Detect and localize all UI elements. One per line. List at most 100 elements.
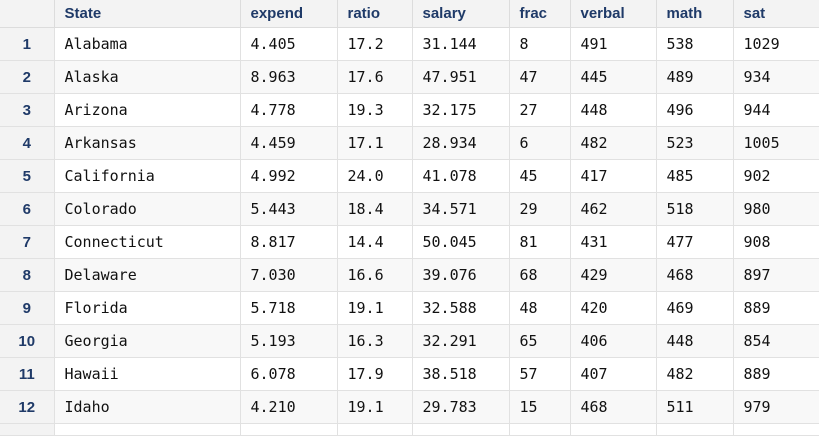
cell-verbal[interactable]: 462 — [570, 192, 657, 226]
cell-salary[interactable]: 50.045 — [412, 225, 510, 259]
cell-state[interactable]: Arkansas — [54, 126, 241, 160]
cell-math[interactable]: 496 — [656, 93, 734, 127]
table-row[interactable]: 5 California 4.992 24.0 41.078 45 417 48… — [0, 159, 819, 193]
cell-sat[interactable]: 944 — [733, 93, 819, 127]
cell-frac[interactable]: 47 — [509, 60, 571, 94]
cell-verbal[interactable]: 420 — [570, 291, 657, 325]
cell-math[interactable]: 482 — [656, 357, 734, 391]
cell-frac[interactable]: 8 — [509, 27, 571, 61]
cell-sat[interactable]: 908 — [733, 225, 819, 259]
column-header-ratio[interactable]: ratio — [337, 0, 413, 28]
cell-salary[interactable]: 47.951 — [412, 60, 510, 94]
cell-math[interactable]: 485 — [656, 159, 734, 193]
cell-salary[interactable]: 31.144 — [412, 27, 510, 61]
cell-math[interactable]: 477 — [656, 225, 734, 259]
table-row[interactable]: 9 Florida 5.718 19.1 32.588 48 420 469 8… — [0, 291, 819, 325]
cell-state[interactable]: Florida — [54, 291, 241, 325]
cell-frac[interactable]: 29 — [509, 192, 571, 226]
table-row[interactable]: 6 Colorado 5.443 18.4 34.571 29 462 518 … — [0, 192, 819, 226]
column-header-state[interactable]: State — [54, 0, 241, 28]
cell-ratio[interactable]: 17.6 — [337, 60, 413, 94]
cell-salary[interactable]: 32.588 — [412, 291, 510, 325]
cell-verbal[interactable]: 445 — [570, 60, 657, 94]
cell-state[interactable]: Idaho — [54, 390, 241, 424]
cell-expend[interactable]: 4.992 — [240, 159, 338, 193]
table-row[interactable]: 7 Connecticut 8.817 14.4 50.045 81 431 4… — [0, 225, 819, 259]
table-row[interactable]: 4 Arkansas 4.459 17.1 28.934 6 482 523 1… — [0, 126, 819, 160]
cell-salary[interactable]: 32.291 — [412, 324, 510, 358]
cell-salary[interactable]: 28.934 — [412, 126, 510, 160]
cell-ratio[interactable]: 19.3 — [337, 93, 413, 127]
table-row[interactable]: 1 Alabama 4.405 17.2 31.144 8 491 538 10… — [0, 27, 819, 61]
cell-verbal[interactable]: 407 — [570, 357, 657, 391]
cell-expend[interactable]: 4.459 — [240, 126, 338, 160]
table-row[interactable]: 3 Arizona 4.778 19.3 32.175 27 448 496 9… — [0, 93, 819, 127]
cell-ratio[interactable]: 14.4 — [337, 225, 413, 259]
cell-frac[interactable]: 27 — [509, 93, 571, 127]
cell-verbal[interactable]: 482 — [570, 126, 657, 160]
cell-sat[interactable]: 854 — [733, 324, 819, 358]
cell-sat[interactable]: 902 — [733, 159, 819, 193]
cell-expend[interactable]: 5.193 — [240, 324, 338, 358]
cell-math[interactable]: 523 — [656, 126, 734, 160]
cell-verbal[interactable]: 406 — [570, 324, 657, 358]
cell-state[interactable]: Delaware — [54, 258, 241, 292]
cell-expend[interactable]: 6.078 — [240, 357, 338, 391]
cell-sat[interactable]: 980 — [733, 192, 819, 226]
cell-sat[interactable]: 1005 — [733, 126, 819, 160]
cell-sat[interactable]: 889 — [733, 291, 819, 325]
cell-ratio[interactable]: 16.6 — [337, 258, 413, 292]
cell-verbal[interactable]: 429 — [570, 258, 657, 292]
cell-frac[interactable]: 65 — [509, 324, 571, 358]
cell-verbal[interactable]: 491 — [570, 27, 657, 61]
cell-ratio[interactable]: 17.2 — [337, 27, 413, 61]
cell-frac[interactable]: 57 — [509, 357, 571, 391]
cell-sat[interactable]: 934 — [733, 60, 819, 94]
cell-math[interactable]: 448 — [656, 324, 734, 358]
cell-ratio[interactable]: 17.1 — [337, 126, 413, 160]
table-row[interactable]: 8 Delaware 7.030 16.6 39.076 68 429 468 … — [0, 258, 819, 292]
cell-frac[interactable]: 45 — [509, 159, 571, 193]
cell-ratio[interactable]: 19.1 — [337, 291, 413, 325]
cell-expend[interactable]: 8.817 — [240, 225, 338, 259]
cell-state[interactable]: Alabama — [54, 27, 241, 61]
cell-expend[interactable]: 5.443 — [240, 192, 338, 226]
cell-salary[interactable]: 29.783 — [412, 390, 510, 424]
cell-verbal[interactable]: 468 — [570, 390, 657, 424]
cell-expend[interactable]: 5.718 — [240, 291, 338, 325]
cell-frac[interactable]: 68 — [509, 258, 571, 292]
cell-ratio[interactable]: 18.4 — [337, 192, 413, 226]
cell-math[interactable]: 469 — [656, 291, 734, 325]
cell-ratio[interactable]: 17.9 — [337, 357, 413, 391]
cell-state[interactable]: Connecticut — [54, 225, 241, 259]
cell-math[interactable]: 538 — [656, 27, 734, 61]
column-header-salary[interactable]: salary — [412, 0, 510, 28]
table-row[interactable]: 11 Hawaii 6.078 17.9 38.518 57 407 482 8… — [0, 357, 819, 391]
column-header-math[interactable]: math — [656, 0, 734, 28]
cell-math[interactable]: 489 — [656, 60, 734, 94]
cell-frac[interactable]: 15 — [509, 390, 571, 424]
cell-expend[interactable]: 7.030 — [240, 258, 338, 292]
cell-verbal[interactable]: 431 — [570, 225, 657, 259]
cell-ratio[interactable]: 19.1 — [337, 390, 413, 424]
cell-state[interactable]: Colorado — [54, 192, 241, 226]
cell-salary[interactable]: 32.175 — [412, 93, 510, 127]
cell-ratio[interactable]: 24.0 — [337, 159, 413, 193]
column-header-sat[interactable]: sat — [733, 0, 819, 28]
cell-expend[interactable]: 4.405 — [240, 27, 338, 61]
column-header-frac[interactable]: frac — [509, 0, 571, 28]
table-row[interactable]: 10 Georgia 5.193 16.3 32.291 65 406 448 … — [0, 324, 819, 358]
cell-sat[interactable]: 1029 — [733, 27, 819, 61]
cell-sat[interactable]: 979 — [733, 390, 819, 424]
cell-frac[interactable]: 6 — [509, 126, 571, 160]
cell-state[interactable]: Alaska — [54, 60, 241, 94]
table-row[interactable]: 12 Idaho 4.210 19.1 29.783 15 468 511 97… — [0, 390, 819, 424]
cell-state[interactable]: Georgia — [54, 324, 241, 358]
cell-verbal[interactable]: 448 — [570, 93, 657, 127]
cell-salary[interactable]: 38.518 — [412, 357, 510, 391]
cell-state[interactable]: Hawaii — [54, 357, 241, 391]
column-header-expend[interactable]: expend — [240, 0, 338, 28]
cell-math[interactable]: 511 — [656, 390, 734, 424]
cell-sat[interactable]: 889 — [733, 357, 819, 391]
cell-math[interactable]: 468 — [656, 258, 734, 292]
